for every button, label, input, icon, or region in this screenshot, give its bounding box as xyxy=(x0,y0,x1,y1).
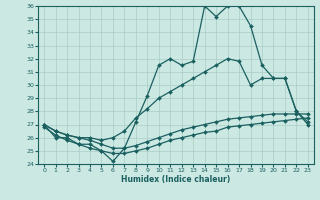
X-axis label: Humidex (Indice chaleur): Humidex (Indice chaleur) xyxy=(121,175,231,184)
